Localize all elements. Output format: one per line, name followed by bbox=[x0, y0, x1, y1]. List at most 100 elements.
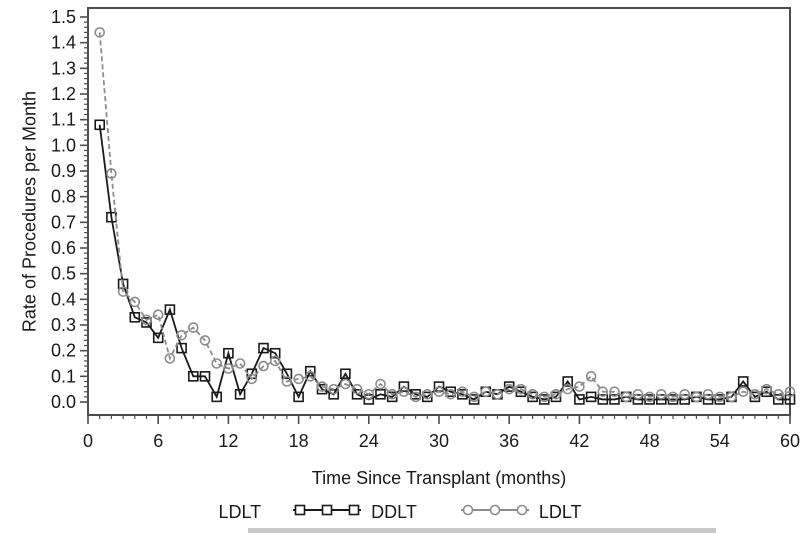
y-axis-tick-label: 1.4 bbox=[51, 33, 76, 53]
ddlt-point-marker bbox=[340, 368, 351, 380]
ldlt-point-marker bbox=[620, 391, 632, 403]
ddlt-point-marker bbox=[679, 394, 691, 405]
ddlt-point-marker bbox=[737, 376, 749, 387]
ddlt-sample-glyph bbox=[293, 504, 362, 516]
x-axis-tick-label: 24 bbox=[359, 431, 379, 451]
ddlt-point-marker bbox=[655, 394, 667, 405]
y-axis-tick-label: 0.7 bbox=[51, 212, 76, 232]
ddlt-point-marker bbox=[609, 394, 620, 405]
ddlt-point-marker bbox=[152, 332, 164, 344]
x-axis-title: Time Since Transplant (months) bbox=[311, 468, 567, 488]
y-axis-tick-label: 1.5 bbox=[51, 7, 76, 27]
y-axis-tick-label: 0.2 bbox=[51, 341, 76, 361]
y-axis-tick-label: 1.3 bbox=[51, 58, 76, 78]
ddlt-point-marker bbox=[702, 394, 714, 405]
x-axis-tick-label: 36 bbox=[499, 431, 519, 451]
ldlt-point-marker bbox=[117, 286, 129, 297]
legend-sample-marker bbox=[489, 504, 501, 516]
y-axis-title: Rate of Procedures per Month bbox=[19, 90, 40, 333]
ldlt-point-marker bbox=[246, 373, 258, 385]
ldlt-point-marker bbox=[211, 358, 222, 369]
ddlt-point-marker bbox=[632, 394, 644, 405]
ldlt-point-marker bbox=[784, 386, 796, 398]
ldlt-point-marker bbox=[281, 376, 293, 387]
legend-entry-ddlt: DDLT bbox=[291, 502, 417, 523]
ldlt-marker-sample-icon bbox=[459, 502, 531, 523]
ldlt-point-marker bbox=[433, 386, 445, 398]
y-axis-tick-label: 0.8 bbox=[51, 187, 76, 207]
y-axis-tick-label: 1.1 bbox=[51, 110, 76, 130]
ddlt-point-marker bbox=[234, 388, 246, 400]
ldlt-point-marker bbox=[492, 388, 503, 400]
ddlt-point-marker bbox=[176, 342, 187, 354]
ldlt-point-marker bbox=[737, 386, 749, 398]
legend-title: LDLT bbox=[218, 502, 262, 522]
ddlt-point-marker bbox=[375, 388, 386, 400]
legend-sample-marker bbox=[294, 504, 306, 516]
ldlt-point-marker bbox=[574, 381, 585, 392]
ddlt-point-marker bbox=[784, 394, 796, 405]
ldlt-point-marker bbox=[726, 391, 737, 403]
ddlt-point-marker bbox=[269, 347, 281, 359]
legend-sample-marker bbox=[348, 504, 360, 516]
y-axis-tick-label: 0.4 bbox=[51, 289, 76, 309]
ldlt-point-marker bbox=[141, 314, 152, 326]
ldlt-point-marker bbox=[515, 383, 527, 395]
ldlt-point-marker bbox=[106, 168, 117, 179]
legend: LDLT DDLT LDLT bbox=[0, 502, 800, 523]
legend-sample-marker bbox=[321, 504, 333, 516]
ddlt-point-marker bbox=[211, 391, 222, 403]
y-axis-tick-label: 0.3 bbox=[51, 315, 76, 335]
ldlt-line bbox=[98, 32, 791, 398]
ddlt-series bbox=[94, 119, 796, 405]
ddlt-point-marker bbox=[398, 381, 410, 392]
ldlt-point-marker bbox=[749, 388, 761, 400]
legend-entry-ldlt: LDLT bbox=[459, 502, 582, 523]
y-axis-tick-label: 0.0 bbox=[51, 392, 76, 412]
y-axis-tick-label: 0.1 bbox=[51, 366, 76, 386]
ldlt-point-marker bbox=[94, 27, 105, 38]
ddlt-point-marker bbox=[258, 342, 269, 354]
ldlt-point-marker bbox=[761, 383, 772, 395]
x-axis-tick-label: 6 bbox=[153, 431, 163, 451]
ldlt-point-marker bbox=[527, 388, 538, 400]
ldlt-sample-glyph bbox=[460, 504, 529, 516]
ldlt-point-marker bbox=[351, 383, 363, 395]
ldlt-point-marker bbox=[304, 371, 316, 382]
x-axis-tick-label: 42 bbox=[569, 431, 589, 451]
x-axis-tick-label: 30 bbox=[429, 431, 449, 451]
ldlt-point-marker bbox=[340, 378, 351, 390]
y-axis-tick-label: 1.2 bbox=[51, 84, 76, 104]
y-axis-tick-label: 0.5 bbox=[51, 264, 76, 284]
ldlt-point-marker bbox=[234, 358, 246, 369]
ldlt-point-marker bbox=[457, 386, 468, 398]
ldlt-point-marker bbox=[632, 388, 644, 400]
ddlt-point-marker bbox=[223, 347, 234, 359]
ldlt-point-marker bbox=[223, 363, 234, 374]
ldlt-point-marker bbox=[538, 391, 550, 403]
ldlt-point-marker bbox=[269, 355, 281, 367]
y-axis-tick-label: 0.9 bbox=[51, 161, 76, 181]
ldlt-point-marker bbox=[503, 383, 515, 395]
ddlt-point-marker bbox=[199, 371, 211, 382]
ldlt-point-marker bbox=[691, 391, 702, 403]
ldlt-point-marker bbox=[421, 388, 433, 400]
ddlt-point-marker bbox=[351, 388, 363, 400]
y-axis-tick-label: 0.6 bbox=[51, 238, 76, 258]
ldlt-point-marker bbox=[468, 391, 480, 403]
ddlt-marker-sample-icon bbox=[291, 502, 363, 523]
ddlt-point-marker bbox=[188, 371, 199, 382]
ldlt-point-marker bbox=[375, 378, 386, 390]
ldlt-point-marker bbox=[258, 360, 269, 372]
ldlt-point-marker bbox=[585, 371, 597, 382]
plot-frame bbox=[87, 7, 791, 416]
x-axis-tick-label: 18 bbox=[289, 431, 309, 451]
ddlt-point-marker bbox=[574, 394, 585, 405]
ldlt-point-marker bbox=[644, 391, 655, 403]
ldlt-point-marker bbox=[445, 388, 457, 400]
ldlt-point-marker bbox=[480, 386, 492, 398]
legend-label-ldlt: LDLT bbox=[538, 502, 582, 522]
legend-sample-marker bbox=[462, 504, 474, 516]
ldlt-point-marker bbox=[152, 309, 164, 321]
